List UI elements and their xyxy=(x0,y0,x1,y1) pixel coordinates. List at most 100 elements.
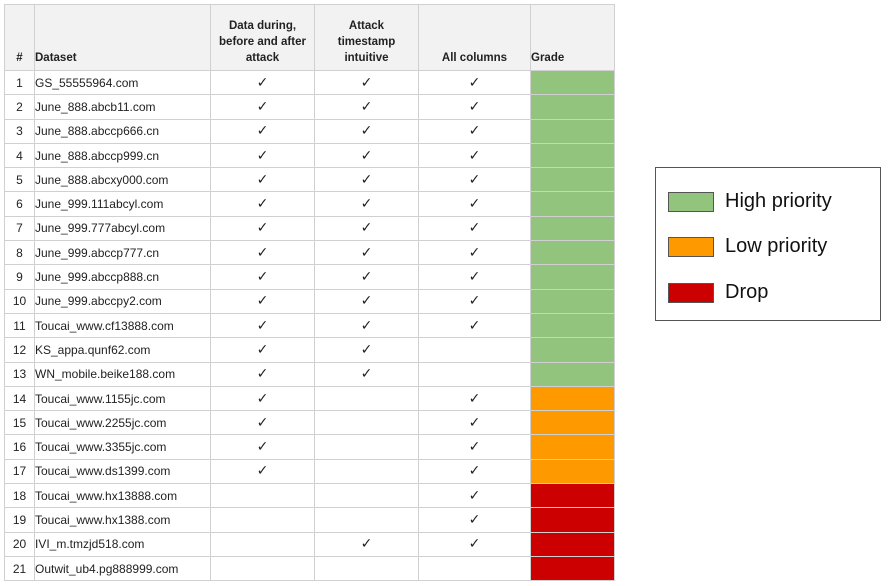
row-dataset-name: Toucai_www.2255jc.com xyxy=(34,410,211,436)
header-number: # xyxy=(4,4,35,71)
row-grade-cell xyxy=(530,507,615,533)
check-icon: ✓ xyxy=(256,439,269,456)
row-grade-cell xyxy=(530,410,615,436)
check-icon: ✓ xyxy=(468,220,481,237)
row-all-columns-cell: ✓ xyxy=(418,69,531,96)
row-all-columns-cell: ✓ xyxy=(418,118,531,144)
check-icon: ✓ xyxy=(468,123,481,140)
legend-label-low: Low priority xyxy=(725,235,828,257)
row-during-cell xyxy=(210,507,315,533)
row-number: 13 xyxy=(4,361,35,387)
row-grade-cell xyxy=(530,483,615,509)
table-row: 9 June_999.abccp888.cn ✓ ✓ ✓ xyxy=(4,264,615,290)
row-all-columns-cell: ✓ xyxy=(418,458,531,485)
row-during-cell: ✓ xyxy=(210,240,315,266)
check-icon: ✓ xyxy=(468,463,481,480)
header-attack-timestamp-line: timestamp xyxy=(337,36,396,48)
row-timestamp-cell: ✓ xyxy=(314,142,419,169)
row-number: 10 xyxy=(4,288,35,314)
check-icon: ✓ xyxy=(256,390,269,407)
row-grade-cell xyxy=(530,312,615,339)
check-icon: ✓ xyxy=(360,317,373,334)
table-row: 19 Toucai_www.hx1388.com ✓ xyxy=(4,507,615,533)
legend-label-drop: Drop xyxy=(725,281,769,303)
table-row: 14 Toucai_www.1155jc.com ✓ ✓ xyxy=(4,385,615,412)
check-icon: ✓ xyxy=(468,414,481,431)
row-grade-cell xyxy=(530,458,615,485)
row-number: 15 xyxy=(4,410,35,436)
row-dataset-name: Toucai_www.cf13888.com xyxy=(34,312,211,339)
table-row: 13 WN_mobile.beike188.com ✓ ✓ xyxy=(4,361,615,387)
table-body: 1 GS_55555964.com ✓ ✓ ✓ 2 June_888.abcb11.com ✓… xyxy=(4,69,615,582)
row-dataset-name: IVI_m.tmzjd518.com xyxy=(34,531,211,557)
row-all-columns-cell: ✓ xyxy=(418,240,531,266)
row-timestamp-cell xyxy=(314,385,419,412)
row-during-cell: ✓ xyxy=(210,191,315,217)
row-during-cell xyxy=(210,531,315,557)
row-dataset-name: June_888.abccp999.cn xyxy=(34,142,211,169)
row-timestamp-cell xyxy=(314,555,419,582)
row-all-columns-cell: ✓ xyxy=(418,191,531,217)
table-row: 1 GS_55555964.com ✓ ✓ ✓ xyxy=(4,69,615,96)
table-row: 4 June_888.abccp999.cn ✓ ✓ ✓ xyxy=(4,142,615,169)
row-during-cell: ✓ xyxy=(210,434,315,460)
check-icon: ✓ xyxy=(256,293,269,310)
table-row: 3 June_888.abccp666.cn ✓ ✓ ✓ xyxy=(4,118,615,144)
header-data-during-line: before and after xyxy=(219,36,306,48)
row-number: 2 xyxy=(4,94,35,120)
row-all-columns-cell: ✓ xyxy=(418,167,531,193)
row-timestamp-cell: ✓ xyxy=(314,312,419,339)
row-dataset-name: Toucai_www.ds1399.com xyxy=(34,458,211,485)
row-timestamp-cell xyxy=(314,507,419,533)
row-timestamp-cell: ✓ xyxy=(314,337,419,363)
check-icon: ✓ xyxy=(360,147,373,164)
check-icon: ✓ xyxy=(468,74,481,91)
table-row: 16 Toucai_www.3355jc.com ✓ ✓ xyxy=(4,434,615,460)
check-icon: ✓ xyxy=(360,220,373,237)
table-row: 8 June_999.abccp777.cn ✓ ✓ ✓ xyxy=(4,240,615,266)
row-all-columns-cell: ✓ xyxy=(418,434,531,460)
row-timestamp-cell xyxy=(314,458,419,485)
row-all-columns-cell: ✓ xyxy=(418,312,531,339)
row-all-columns-cell: ✓ xyxy=(418,215,531,242)
legend-swatch-low xyxy=(668,236,714,257)
check-icon: ✓ xyxy=(360,196,373,213)
check-icon: ✓ xyxy=(360,269,373,286)
row-grade-cell xyxy=(530,385,615,412)
check-icon: ✓ xyxy=(360,74,373,91)
table-row: 11 Toucai_www.cf13888.com ✓ ✓ ✓ xyxy=(4,312,615,339)
row-number: 20 xyxy=(4,531,35,557)
row-all-columns-cell: ✓ xyxy=(418,94,531,120)
table-row: 10 June_999.abccpy2.com ✓ ✓ ✓ xyxy=(4,288,615,314)
check-icon: ✓ xyxy=(468,196,481,213)
check-icon: ✓ xyxy=(256,74,269,91)
legend-swatch-high xyxy=(668,191,714,212)
header-data-during: Data during, before and after attack xyxy=(210,4,315,71)
row-number: 16 xyxy=(4,434,35,460)
row-timestamp-cell: ✓ xyxy=(314,264,419,290)
table-row: 12 KS_appa.qunf62.com ✓ ✓ xyxy=(4,337,615,363)
row-all-columns-cell: ✓ xyxy=(418,483,531,509)
row-grade-cell xyxy=(530,118,615,144)
row-dataset-name: WN_mobile.beike188.com xyxy=(34,361,211,387)
header-dataset: Dataset xyxy=(34,4,211,71)
grade-legend: High priority Low priority Drop xyxy=(655,167,881,321)
check-icon: ✓ xyxy=(468,390,481,407)
row-during-cell: ✓ xyxy=(210,312,315,339)
dataset-grade-table: # Dataset Data during, before and after … xyxy=(4,4,615,582)
row-dataset-name: June_888.abccp666.cn xyxy=(34,118,211,144)
row-dataset-name: June_888.abcxy000.com xyxy=(34,167,211,193)
check-icon: ✓ xyxy=(468,244,481,261)
row-during-cell: ✓ xyxy=(210,458,315,485)
check-icon: ✓ xyxy=(468,98,481,115)
table-row: 5 June_888.abcxy000.com ✓ ✓ ✓ xyxy=(4,167,615,193)
row-all-columns-cell: ✓ xyxy=(418,410,531,436)
row-dataset-name: GS_55555964.com xyxy=(34,69,211,96)
check-icon: ✓ xyxy=(360,123,373,140)
row-timestamp-cell: ✓ xyxy=(314,94,419,120)
row-dataset-name: June_999.111abcyl.com xyxy=(34,191,211,217)
row-timestamp-cell: ✓ xyxy=(314,288,419,314)
row-all-columns-cell xyxy=(418,555,531,582)
row-timestamp-cell: ✓ xyxy=(314,167,419,193)
check-icon: ✓ xyxy=(360,98,373,115)
